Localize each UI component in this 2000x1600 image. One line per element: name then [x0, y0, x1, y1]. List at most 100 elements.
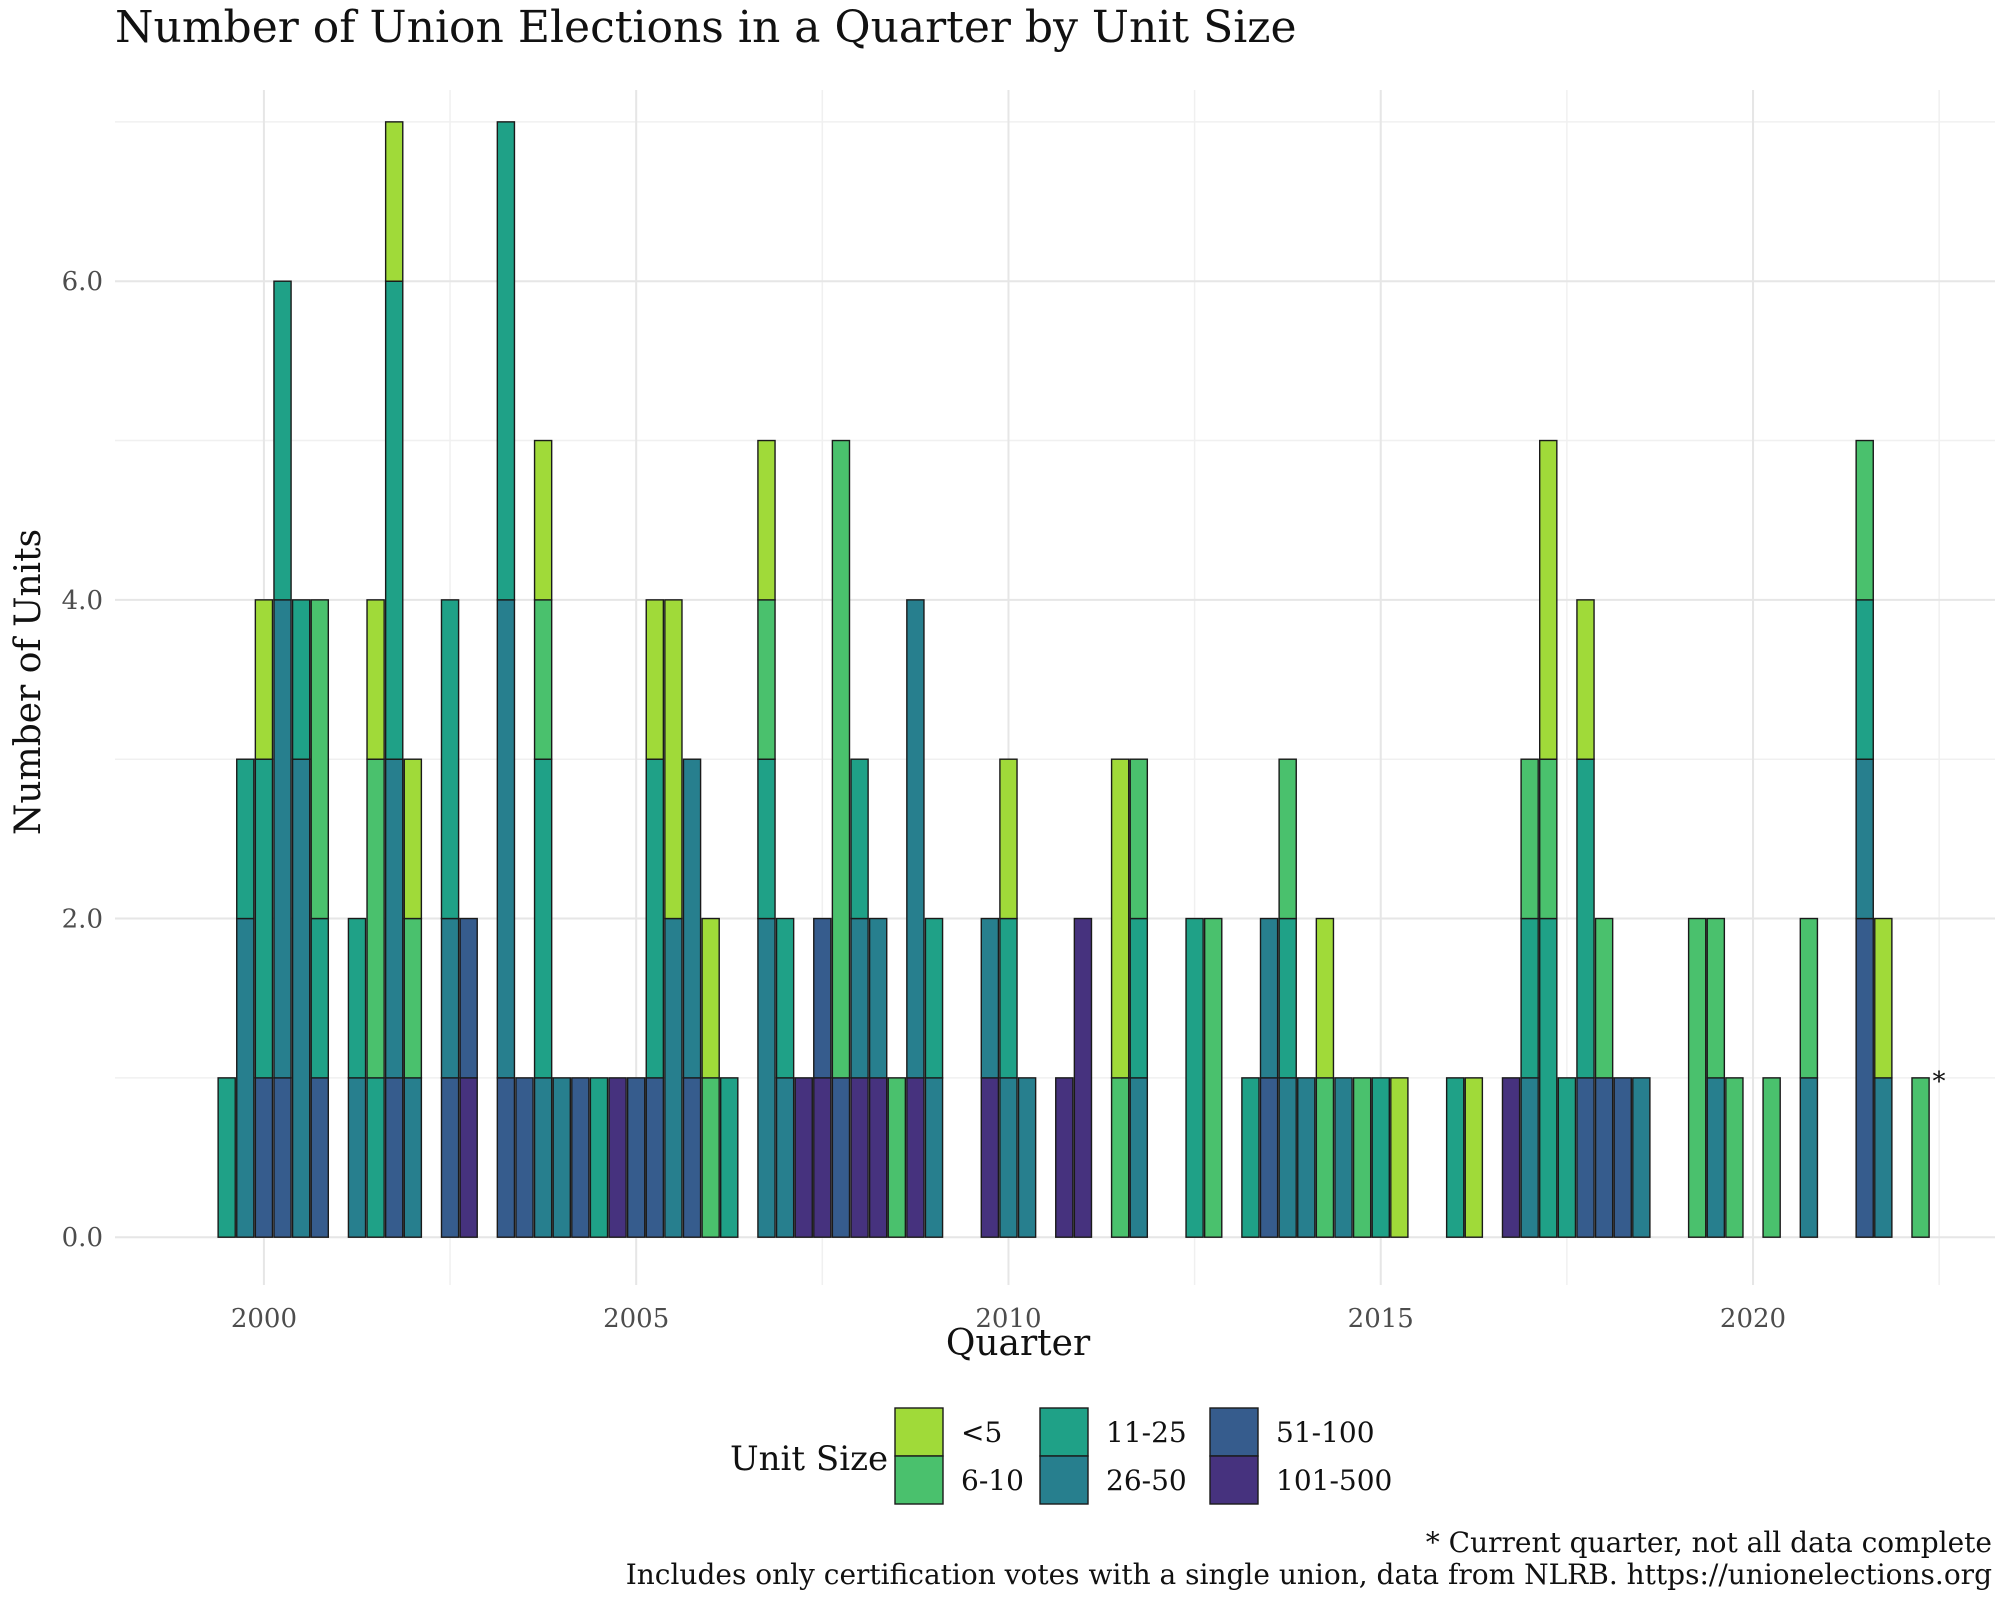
x-axis-title: Quarter	[946, 1323, 1091, 1364]
bar-segment-6-10	[1594, 917, 1614, 1079]
bar-segment-51-100	[626, 1077, 646, 1238]
bar-segment-11-25	[254, 758, 274, 1079]
legend-swatch-6-10	[894, 1455, 944, 1505]
bar-segment-lt5	[384, 121, 404, 282]
bar-segment-11-25	[1241, 1077, 1260, 1238]
bar-segment-26-50	[906, 599, 925, 1079]
bar-segment-6-10	[757, 599, 776, 760]
bar-segment-11-25	[775, 917, 795, 1079]
caption-source: Includes only certification votes with a…	[626, 1558, 1992, 1591]
bar-segment-11-25	[1185, 917, 1204, 1238]
bar-segment-lt5	[254, 599, 274, 760]
bar-segment-51-100	[645, 1077, 665, 1238]
bar-segment-51-100	[310, 1077, 330, 1238]
legend: Unit Size <5 6-10 11-25 26-50 51-100 101-500	[730, 1407, 1392, 1505]
bar-segment-51-100	[1855, 917, 1874, 1238]
bar-segment-101-500	[868, 1077, 888, 1238]
bar-segment-6-10	[1203, 917, 1223, 1238]
bar-segment-6-10	[1278, 758, 1297, 920]
annotations-layer: *	[1933, 1067, 1946, 1097]
bar-segment-51-100	[682, 1077, 702, 1238]
bar-segment-101-500	[608, 1077, 627, 1238]
bar-segment-51-100	[831, 1077, 851, 1238]
y-axis-ticks: 0.0 2.0 4.0 6.0	[62, 267, 103, 1253]
bar-segment-51-100	[496, 1077, 516, 1238]
legend-swatch-51-100	[1209, 1407, 1259, 1457]
bar-segment-26-50	[1278, 1077, 1297, 1238]
bar-segment-lt5	[701, 917, 720, 1079]
x-tick-label: 2015	[1348, 1304, 1414, 1334]
x-tick-label: 2010	[975, 1304, 1041, 1334]
bar-segment-6-10	[831, 439, 851, 1079]
bar-segment-lt5	[366, 599, 385, 760]
legend-label-26-50: 26-50	[1106, 1464, 1187, 1497]
bar-segment-lt5	[1390, 1077, 1409, 1238]
bar-segment-11-25	[217, 1077, 236, 1238]
bar-segment-101-500	[906, 1077, 925, 1238]
legend-label-11-25: 11-25	[1106, 1416, 1187, 1449]
bar-segment-26-50	[757, 917, 776, 1238]
bar-segment-11-25	[1129, 917, 1149, 1079]
legend-label-101-500: 101-500	[1276, 1464, 1392, 1497]
x-tick-label: 2005	[603, 1304, 669, 1334]
bar-segment-11-25	[1371, 1077, 1391, 1238]
bar-segment-6-10	[1539, 758, 1558, 920]
bar-segment-6-10	[1762, 1077, 1781, 1238]
bar-segment-26-50	[924, 1077, 944, 1238]
legend-title: Unit Size	[730, 1439, 888, 1479]
bar-segment-26-50	[347, 1077, 367, 1238]
bar-segment-11-25	[719, 1077, 739, 1238]
bar-segment-11-25	[366, 1077, 385, 1238]
x-tick-label: 2000	[231, 1304, 297, 1334]
bar-segment-11-25	[496, 121, 516, 601]
legend-label-51-100: 51-100	[1276, 1416, 1375, 1449]
bar-segment-101-500	[980, 1077, 1000, 1238]
bar-segment-26-50	[775, 1077, 795, 1238]
bar-segment-101-500	[1501, 1077, 1521, 1238]
bar-segment-26-50	[1706, 1077, 1726, 1238]
bar-segment-26-50	[1129, 1077, 1149, 1238]
bar-segment-lt5	[1315, 917, 1335, 1079]
bar-segment-6-10	[1911, 1077, 1930, 1238]
bar-segment-26-50	[1017, 1077, 1037, 1238]
bar-segment-26-50	[1259, 917, 1279, 1079]
bar-segment-6-10	[1352, 1077, 1372, 1238]
bar-segment-26-50	[664, 917, 683, 1238]
bar-segment-26-50	[552, 1077, 571, 1238]
bar-segment-6-10	[1725, 1077, 1744, 1238]
bar-segment-26-50	[682, 758, 702, 1079]
bar-segment-lt5	[1110, 758, 1130, 1079]
bar-segment-6-10	[1110, 1077, 1130, 1238]
bar-segment-101-500	[459, 1077, 478, 1238]
bar-segment-11-25	[757, 758, 776, 920]
bar-segment-26-50	[236, 917, 255, 1238]
bar-segment-lt5	[1874, 917, 1893, 1079]
bar-segment-26-50	[1297, 1077, 1316, 1238]
bar-segment-101-500	[850, 1077, 869, 1238]
bar-segment-26-50	[1799, 1077, 1819, 1238]
bar-segment-51-100	[1594, 1077, 1614, 1238]
bar-segment-11-25	[236, 758, 255, 920]
bar-segment-lt5	[645, 599, 665, 760]
bar-segment-6-10	[1855, 439, 1874, 601]
x-tick-label: 2020	[1720, 1304, 1786, 1334]
bar-segment-lt5	[1576, 599, 1595, 760]
bar-segment-26-50	[273, 599, 292, 1079]
bar-segment-51-100	[571, 1077, 590, 1238]
bar-segment-11-25	[440, 599, 460, 920]
bar-segment-11-25	[533, 758, 553, 1079]
bar-segment-lt5	[403, 758, 423, 920]
bar-segment-11-25	[273, 280, 292, 601]
bar-segment-26-50	[291, 758, 311, 1238]
bar-segment-26-50	[1855, 758, 1874, 920]
bar-segment-11-25	[291, 599, 311, 760]
bar-segment-26-50	[533, 1077, 553, 1238]
bar-segment-11-25	[347, 917, 367, 1079]
bars-layer	[217, 121, 1930, 1238]
bar-segment-26-50	[384, 758, 404, 1079]
bar-segment-26-50	[1520, 1077, 1539, 1238]
bar-segment-11-25	[384, 280, 404, 760]
bar-segment-11-25	[1855, 599, 1874, 760]
bar-segment-6-10	[1315, 1077, 1335, 1238]
